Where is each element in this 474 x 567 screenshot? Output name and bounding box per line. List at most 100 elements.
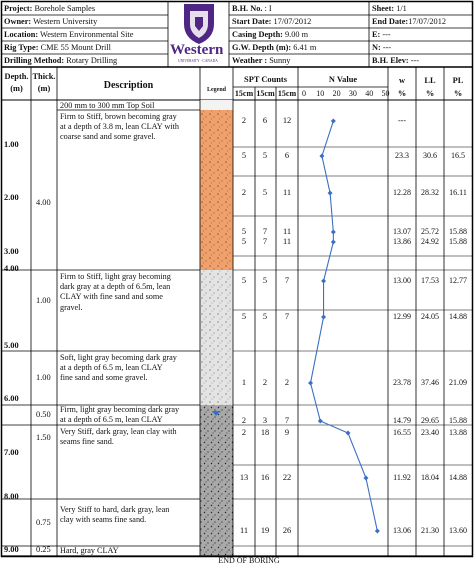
spt-count-2: 7 — [262, 237, 268, 246]
spt-count-3: 6 — [284, 151, 290, 160]
owner-label: Owner: — [4, 17, 32, 26]
location-row: Location: Western Environmental Site — [4, 30, 133, 40]
spt-count-2: 2 — [262, 378, 268, 387]
moisture-content: 14.79 — [393, 416, 411, 425]
thick-header: Thick. — [32, 72, 56, 81]
liquid-limit: 24.05 — [421, 312, 439, 321]
desc-line: at a depth of 6.5 m, lean CLAY — [60, 415, 163, 425]
depth-tick: 5.00 — [4, 341, 19, 350]
casing-value: 9.00 m — [285, 30, 309, 39]
spt-count-1: 5 — [241, 227, 247, 236]
spt-count-3: 26 — [282, 526, 292, 535]
water-table-icon — [212, 411, 220, 416]
depth-tick: 7.00 — [4, 448, 19, 457]
liquid-limit: 30.6 — [423, 151, 437, 160]
n-tick-label: 30 — [348, 89, 357, 98]
spt-count-3: 22 — [282, 473, 292, 482]
gw-label: G.W. Depth (m): — [232, 43, 292, 52]
moisture-content: 13.86 — [393, 237, 411, 246]
owner-value: Western University — [33, 17, 98, 26]
desc-line: dark gray at a depth of 6.5m, lean — [60, 282, 171, 292]
depth-tick: 3.00 — [4, 247, 19, 256]
thick-value: 1.00 — [36, 296, 51, 305]
n-row: N: --- — [372, 43, 391, 53]
location-value: Western Environmental Site — [40, 30, 134, 39]
depth-header: Depth. — [4, 72, 29, 81]
n-value-point — [330, 239, 336, 245]
n-tick-label: 20 — [332, 89, 341, 98]
n-tick-label: 10 — [316, 89, 325, 98]
spt-count-2: 5 — [262, 312, 268, 321]
liquid-limit: 29.65 — [421, 416, 439, 425]
pl-header: PL — [452, 76, 464, 85]
pl-unit: % — [453, 89, 463, 98]
ll-unit: % — [425, 89, 435, 98]
logo-text: Western — [170, 42, 224, 58]
spt-count-2: 5 — [262, 276, 268, 285]
desc-line: at a depth of 6.5 m, lean CLAY — [60, 363, 163, 373]
n-value: --- — [382, 43, 392, 52]
bh-value: : I — [264, 4, 272, 13]
spt-header: SPT Counts — [244, 75, 287, 84]
n-value-point — [345, 430, 351, 436]
layer-description: Very Stiff, dark gray, lean clay with se… — [60, 427, 177, 447]
desc-line: Soft, light gray becoming dark gray — [60, 353, 177, 362]
rig-row: Rig Type: CME 55 Mount Drill — [4, 43, 111, 53]
spt-count-2: 16 — [260, 473, 270, 482]
desc-line: seams fine sand. — [60, 437, 114, 447]
layer-description: Firm, light gray becoming dark gray at a… — [60, 405, 179, 425]
w-unit: % — [397, 89, 407, 98]
nvalue-header: N Value — [328, 75, 358, 84]
n-value-point — [327, 190, 333, 196]
spt-count-1: 11 — [239, 526, 249, 535]
depth-unit: (m) — [10, 84, 23, 93]
end-label: End Date: — [372, 17, 409, 26]
moisture-content: 23.78 — [393, 378, 411, 387]
spt-count-1: 5 — [241, 151, 247, 160]
spt-count-3: 11 — [282, 237, 292, 246]
moisture-content: 12.28 — [393, 188, 411, 197]
moisture-content: 11.92 — [393, 473, 411, 482]
depth-tick: 1.00 — [4, 140, 19, 149]
desc-line: fine sand and some gravel. — [60, 373, 148, 383]
spt-count-3: 7 — [284, 416, 290, 425]
plastic-limit: 21.09 — [449, 378, 467, 387]
spt-count-2: 19 — [260, 526, 270, 535]
n-value-point — [321, 278, 327, 284]
thick-value: 0.25 — [36, 545, 51, 554]
liquid-limit: 23.40 — [421, 428, 439, 437]
layer-description: Hard, gray CLAY — [60, 546, 119, 556]
n-value-point — [374, 528, 380, 534]
thick-value: 1.00 — [36, 373, 51, 382]
desc-line: Firm, light gray becoming dark gray — [60, 405, 180, 414]
plastic-limit: 15.88 — [449, 416, 467, 425]
shield-icon — [184, 4, 214, 44]
sheet-row: Sheet: 1/1 — [372, 4, 407, 14]
depth-tick: 4.00 — [4, 264, 19, 273]
plastic-limit: 16.11 — [449, 188, 467, 197]
drilling-label: Drilling Method: — [4, 56, 65, 65]
liquid-limit: 28.32 — [421, 188, 439, 197]
casing-label: Casing Depth: — [232, 30, 283, 39]
plastic-limit: 12.77 — [449, 276, 467, 285]
soil-legend — [200, 100, 233, 556]
ll-header: LL — [424, 76, 436, 85]
depth-tick: 8.00 — [4, 492, 19, 501]
desc-line: coarse sand and some gravel. — [60, 132, 156, 142]
plastic-limit: 14.88 — [449, 312, 467, 321]
moisture-content: 16.55 — [393, 428, 411, 437]
spt-count-1: 5 — [241, 312, 247, 321]
desc-line: CLAY with fine sand and some — [60, 292, 163, 302]
spt-count-1: 2 — [241, 188, 247, 197]
sheet-value: 1/1 — [396, 4, 407, 13]
n-value-point — [321, 314, 327, 320]
e-row: E: --- — [372, 30, 391, 40]
depth-tick: 6.00 — [4, 394, 19, 403]
depth-tick: 9.00 — [4, 545, 19, 554]
liquid-limit: 25.72 — [421, 227, 439, 236]
weather-row: Weather : Sunny — [232, 56, 290, 66]
plastic-limit: 14.88 — [449, 473, 467, 482]
spt-count-3: 11 — [282, 188, 292, 197]
liquid-limit: 37.46 — [421, 378, 439, 387]
layer-description: Very Stiff to hard, dark gray, lean clay… — [60, 505, 169, 525]
